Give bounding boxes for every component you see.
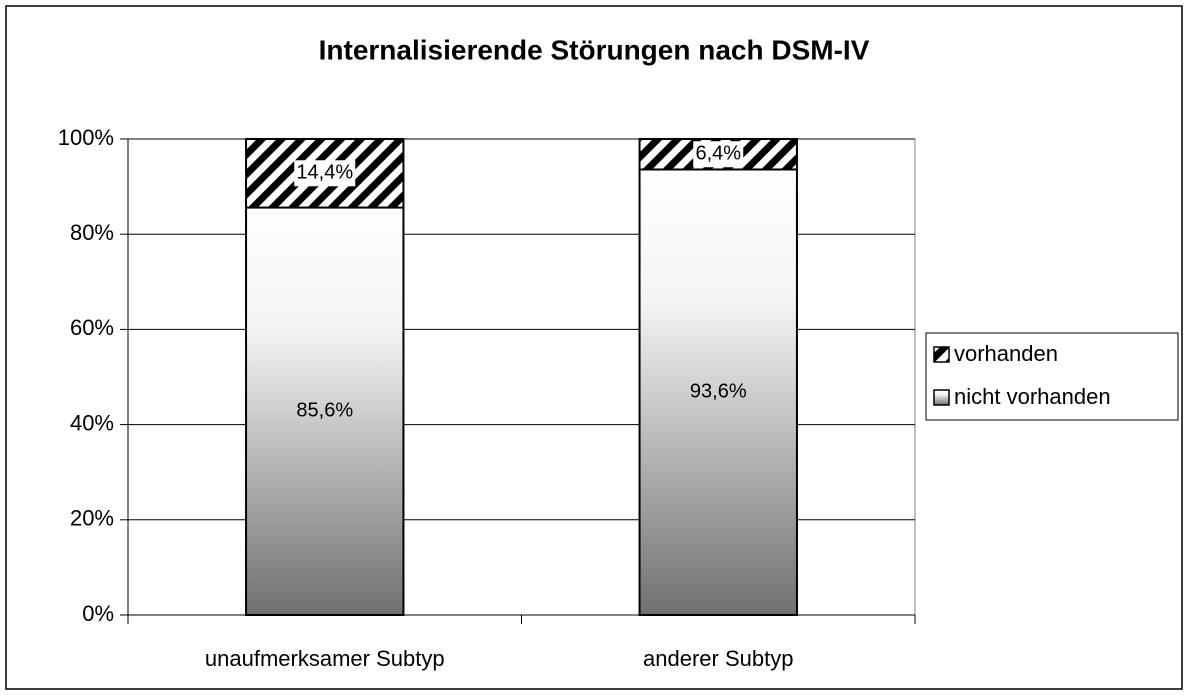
data-label: 85,6% — [296, 400, 353, 422]
data-label: 6,4% — [695, 143, 741, 165]
y-tick-label: 20% — [70, 506, 114, 531]
legend-swatch — [933, 389, 950, 406]
data-label: 93,6% — [690, 381, 747, 403]
bar-segment — [245, 206, 405, 616]
y-tick-label: 0% — [82, 601, 114, 626]
data-label-bg — [693, 141, 744, 168]
data-label-bg — [294, 160, 356, 187]
legend-label: vorhanden — [954, 341, 1058, 366]
data-label: 14,4% — [296, 162, 353, 184]
chart-title: Internalisierende Störungen nach DSM-IV — [319, 34, 870, 65]
y-tick-label: 80% — [70, 220, 114, 245]
y-tick-label: 100% — [58, 125, 114, 150]
bar-segment — [638, 168, 798, 617]
legend-box — [925, 332, 1179, 421]
y-tick-label: 40% — [70, 410, 114, 435]
x-tick-label: unaufmerksamer Subtyp — [205, 646, 445, 671]
y-tick-label: 60% — [70, 315, 114, 340]
x-tick-label: anderer Subtyp — [643, 646, 793, 671]
legend-swatch — [933, 346, 950, 363]
legend-label: nicht vorhanden — [954, 384, 1111, 409]
